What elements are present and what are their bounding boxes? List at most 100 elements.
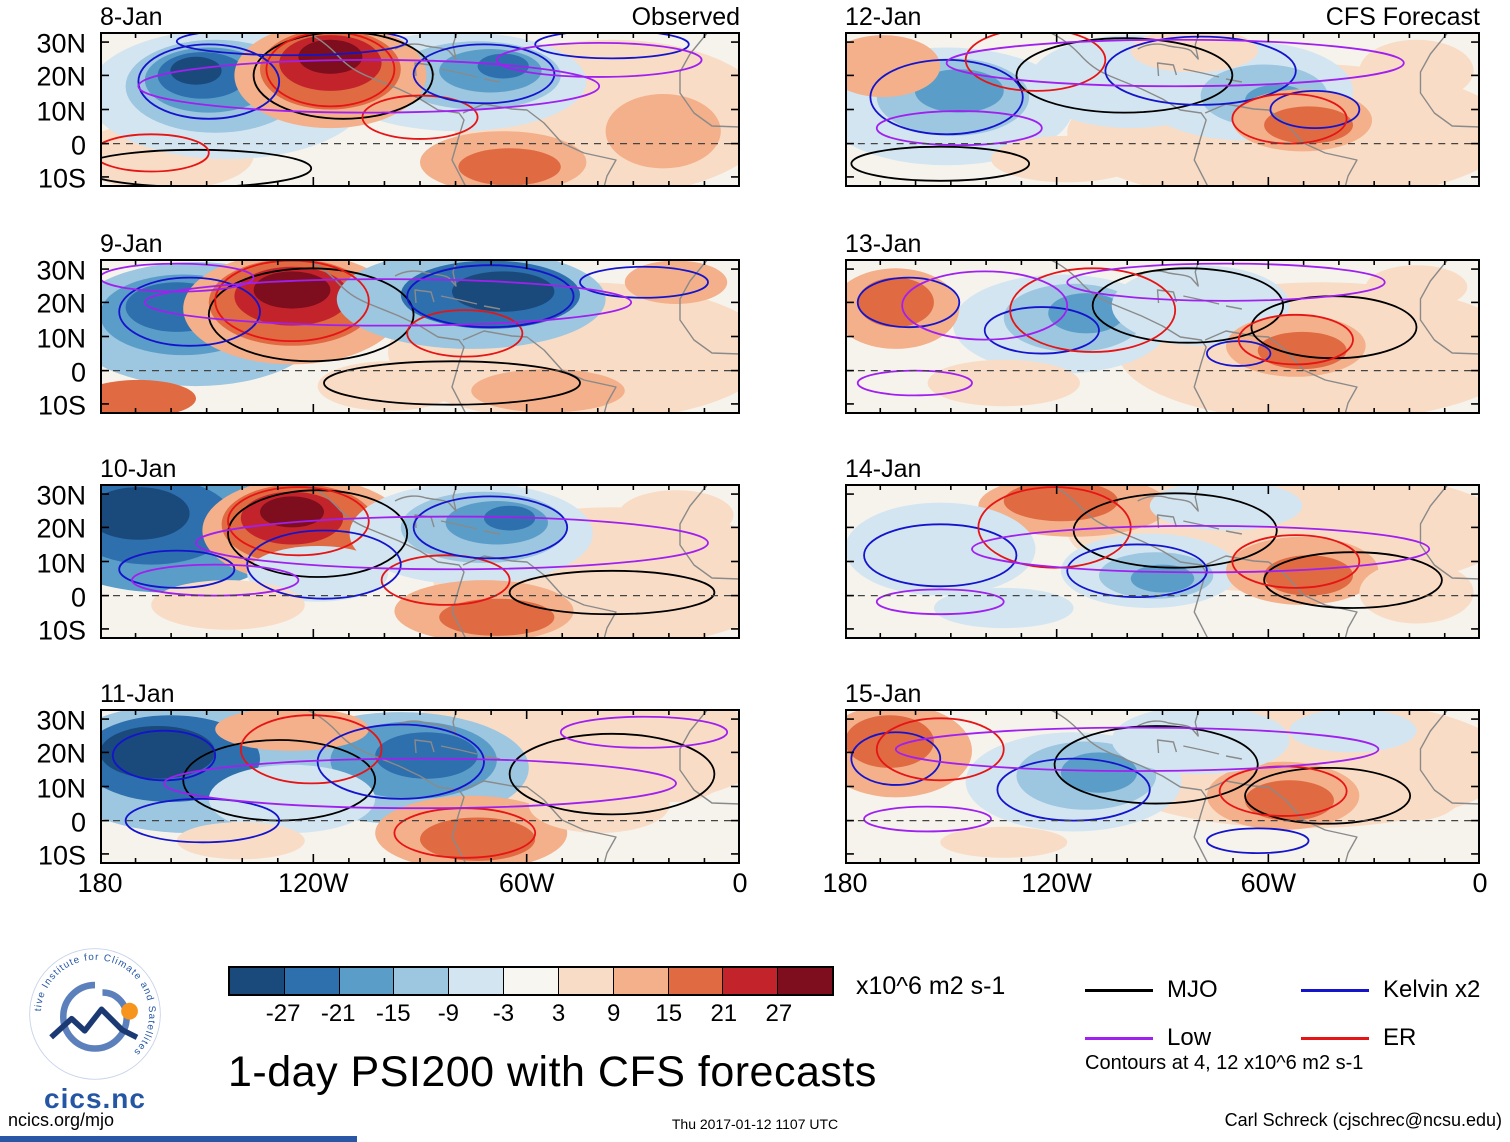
y-tick-label: 30N: [36, 480, 86, 511]
x-tick-label: 180: [77, 868, 123, 898]
map-plot: [100, 484, 740, 639]
colorbar-tick-label: -21: [320, 1000, 356, 1027]
colorbar-tick-label: -9: [437, 1000, 460, 1027]
panel-header: 10-Jan: [100, 456, 740, 484]
x-tick-label: 0: [732, 868, 748, 898]
y-tick-label: 10S: [37, 615, 86, 646]
column-header-observed: Observed: [631, 3, 740, 31]
logo: Cooperative Institute for Climate and Sa…: [12, 936, 178, 1115]
colorbar-units: x10^6 m2 s-1: [856, 972, 1006, 1000]
footer-author: Carl Schreck (cjschrec@ncsu.edu): [1224, 1110, 1502, 1130]
panel-14-jan: 14-Jan: [845, 456, 1480, 639]
map-plot: [845, 32, 1480, 187]
legend-line-mjo: [1085, 988, 1153, 992]
colorbar-tick-label: 21: [710, 1000, 738, 1027]
colorbar-tick-label: 27: [765, 1000, 793, 1027]
colorbar-tick-label: 9: [606, 1000, 621, 1027]
colorbar-labels: -27 -21 -15 -9 -3 3 9 15 21 27: [228, 1000, 834, 1030]
panel-11-jan: 11-Jan: [100, 681, 740, 864]
panel-date: 9-Jan: [100, 230, 163, 258]
panel-date: 12-Jan: [845, 3, 922, 31]
legend-line-kelvin: [1301, 988, 1369, 992]
bottom-accent-bar: [0, 1136, 357, 1142]
y-tick-label: 20N: [36, 513, 86, 544]
colorbar-tick-label: -27: [265, 1000, 301, 1027]
y-tick-label: 10S: [37, 163, 86, 194]
y-tick-label: 10S: [37, 840, 86, 871]
figure-title: 1-day PSI200 with CFS forecasts: [228, 1048, 877, 1096]
x-tick-label: 60W: [498, 868, 555, 898]
colorbar-cell: [393, 968, 449, 994]
panel-header: 8-Jan Observed: [100, 4, 740, 32]
panel-date: 14-Jan: [845, 455, 922, 483]
y-tick-label: 20N: [36, 288, 86, 319]
panel-15-jan: 15-Jan: [845, 681, 1480, 864]
colorbar-cell: [283, 968, 339, 994]
colorbar-cell: [722, 968, 778, 994]
map-plot: [845, 259, 1480, 414]
y-tick-label: 0: [70, 807, 86, 838]
colorbar-tick-label: 15: [655, 1000, 683, 1027]
map-plot: [845, 709, 1480, 864]
y-tick-label: 10N: [36, 773, 86, 803]
y-tick-label: 10S: [37, 390, 86, 421]
legend-line-er: [1301, 1036, 1369, 1040]
panel-8-jan: 8-Jan Observed: [100, 4, 740, 187]
panel-header: 15-Jan: [845, 681, 1480, 709]
y-tick-label: 30N: [36, 705, 86, 736]
colorbar-cell: [777, 968, 832, 994]
panel-date: 10-Jan: [100, 455, 177, 483]
panel-10-jan: 10-Jan: [100, 456, 740, 639]
logo-name: cics.nc: [44, 1083, 146, 1114]
column-header-cfs-forecast: CFS Forecast: [1325, 3, 1480, 31]
y-tick-label: 20N: [36, 61, 86, 92]
legend-label-low: Low: [1167, 1024, 1212, 1051]
panel-date: 11-Jan: [100, 680, 175, 708]
y-axis-labels: 30N 20N 10N 0 10S: [0, 706, 92, 871]
y-tick-label: 10N: [36, 323, 86, 353]
map-plot: [845, 484, 1480, 639]
y-tick-label: 0: [70, 357, 86, 388]
y-tick-label: 0: [70, 130, 86, 161]
panel-12-jan: 12-Jan CFS Forecast: [845, 4, 1480, 187]
x-axis-labels-left: 180 120W 60W 0: [77, 868, 747, 904]
x-axis-labels-right: 180 120W 60W 0: [822, 868, 1487, 904]
panel-date: 13-Jan: [845, 230, 922, 258]
colorbar-tick-label: 3: [551, 1000, 566, 1027]
panel-header: 14-Jan: [845, 456, 1480, 484]
y-axis-labels: 30N 20N 10N 0 10S: [0, 29, 92, 194]
colorbar-cell: [448, 968, 504, 994]
panel-9-jan: 9-Jan: [100, 231, 740, 414]
map-plot: [100, 709, 740, 864]
x-tick-label: 120W: [278, 868, 349, 898]
colorbar-cell: [503, 968, 558, 994]
footer-url: ncics.org/mjo: [8, 1110, 115, 1130]
panel-header: 13-Jan: [845, 231, 1480, 259]
legend: MJO Kelvin x2 Low ER: [1085, 976, 1490, 1052]
colorbar-cell: [230, 968, 284, 994]
mountain-graphic: [49, 1006, 139, 1040]
y-tick-label: 10N: [36, 96, 86, 126]
legend-label-kelvin: Kelvin x2: [1383, 976, 1481, 1003]
panel-header: 12-Jan CFS Forecast: [845, 4, 1480, 32]
colorbar-cell: [612, 968, 668, 994]
y-tick-label: 30N: [36, 255, 86, 286]
contour-note: Contours at 4, 12 x10^6 m2 s-1: [1085, 1052, 1364, 1074]
colorbar-tick-label: -3: [492, 1000, 515, 1027]
spiral-graphic: [60, 981, 131, 1052]
legend-label-er: ER: [1383, 1024, 1417, 1051]
colorbar: [228, 966, 834, 996]
legend-label-mjo: MJO: [1167, 976, 1218, 1003]
y-tick-label: 10N: [36, 548, 86, 578]
x-tick-label: 0: [1472, 868, 1488, 898]
y-axis-labels: 30N 20N 10N 0 10S: [0, 481, 92, 646]
y-tick-label: 0: [70, 582, 86, 613]
panel-date: 8-Jan: [100, 3, 163, 31]
panel-date: 15-Jan: [845, 680, 922, 708]
colorbar-cell: [557, 968, 613, 994]
panel-13-jan: 13-Jan: [845, 231, 1480, 414]
panel-header: 11-Jan: [100, 681, 740, 709]
x-tick-label: 60W: [1240, 868, 1297, 898]
y-tick-label: 20N: [36, 738, 86, 769]
colorbar-tick-label: -15: [375, 1000, 411, 1027]
